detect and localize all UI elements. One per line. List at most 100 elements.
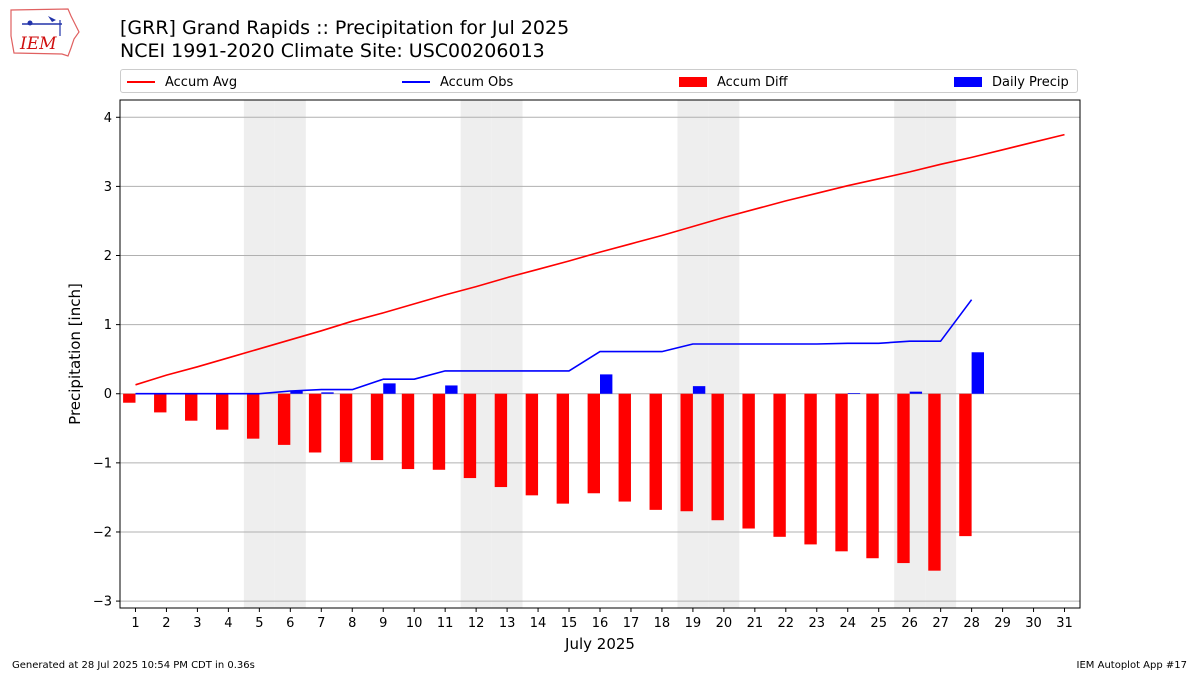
iowa-outline-icon xyxy=(10,8,80,57)
daily-precip-bar-day-6 xyxy=(290,390,303,394)
x-tick-label: 5 xyxy=(255,616,263,631)
x-tick-label: 20 xyxy=(716,616,733,631)
y-axis-label: Precipitation [inch] xyxy=(66,283,84,425)
accum-diff-bar-day-21 xyxy=(742,393,755,529)
accum-diff-bar-day-1 xyxy=(123,393,136,403)
footer-generated: Generated at 28 Jul 2025 10:54 PM CDT in… xyxy=(12,660,255,671)
x-tick-label: 24 xyxy=(839,616,856,631)
x-tick-label: 31 xyxy=(1056,616,1073,631)
daily-precip-bar-day-16 xyxy=(600,374,613,394)
accum-diff-bar-day-6 xyxy=(277,393,291,445)
lines xyxy=(135,133,1065,395)
daily-precip-bar-day-26 xyxy=(909,391,923,394)
legend-swatch-accum-diff xyxy=(679,77,707,87)
x-tick-label: 17 xyxy=(623,616,640,631)
accum-diff-bar-day-24 xyxy=(835,393,848,552)
legend-swatch-daily-precip xyxy=(954,77,982,87)
legend-label-accum-obs: Accum Obs xyxy=(440,74,514,90)
legend-item-accum-diff: Accum Diff xyxy=(679,73,788,91)
x-tick-label: 12 xyxy=(468,616,485,631)
weekend-shade-day-20 xyxy=(708,100,740,608)
x-tick-label: 23 xyxy=(809,616,826,631)
x-tick-label: 1 xyxy=(131,616,139,631)
x-tick-label: 6 xyxy=(286,616,294,631)
accum-diff-bar-day-5 xyxy=(246,393,260,439)
x-tick-label: 2 xyxy=(162,616,170,631)
daily-precip-bar-day-24 xyxy=(847,393,861,394)
x-tick-label: 19 xyxy=(685,616,702,631)
x-tick-label: 26 xyxy=(901,616,918,631)
weekend-shade-day-19 xyxy=(677,100,709,608)
svg-text:IEM: IEM xyxy=(19,34,57,54)
iem-logo: IEM xyxy=(10,8,80,57)
daily-precip-bar-day-9 xyxy=(383,383,396,394)
accum-diff-bar-day-18 xyxy=(649,393,662,510)
accum-diff-bar-day-26 xyxy=(897,393,910,564)
accum-diff-bar-day-12 xyxy=(463,393,477,479)
accum-diff-bar-day-14 xyxy=(525,393,539,496)
accum-diff-bar-day-15 xyxy=(556,393,570,504)
accum-diff-bar-day-7 xyxy=(308,393,322,453)
y-tick-label: 4 xyxy=(104,111,112,126)
accum-diff-bar-day-16 xyxy=(587,393,600,494)
daily-precip-bar-day-7 xyxy=(321,392,334,394)
x-tick-label: 9 xyxy=(379,616,387,631)
x-tick-label: 22 xyxy=(778,616,795,631)
x-tick-label: 3 xyxy=(193,616,201,631)
x-tick-label: 18 xyxy=(654,616,671,631)
legend-swatch-accum-avg xyxy=(127,81,155,83)
y-tick-label: 2 xyxy=(104,249,112,264)
y-tick-label: −1 xyxy=(93,456,112,471)
weekend-shade-day-5 xyxy=(243,100,275,608)
x-tick-label: 10 xyxy=(406,616,423,631)
y-tick-label: −3 xyxy=(93,595,112,610)
x-axis-label: July 2025 xyxy=(564,635,635,653)
accum-diff-bar-day-11 xyxy=(432,393,446,470)
bars xyxy=(123,352,984,571)
accum-diff-bar-day-19 xyxy=(680,393,693,512)
accum-diff-bar-day-10 xyxy=(401,393,415,470)
legend-label-daily-precip: Daily Precip xyxy=(992,74,1069,90)
daily-precip-bar-day-11 xyxy=(445,385,458,394)
accum-diff-bar-day-28 xyxy=(959,393,972,537)
daily-precip-bar-day-28 xyxy=(971,352,984,394)
daily-precip-bar-day-19 xyxy=(692,386,706,394)
accum-diff-bar-day-22 xyxy=(773,393,786,537)
accum-diff-bar-day-4 xyxy=(216,393,229,430)
x-tick-label: 13 xyxy=(499,616,516,631)
x-tick-label: 8 xyxy=(348,616,356,631)
x-tick-label: 16 xyxy=(592,616,609,631)
x-tick-label: 14 xyxy=(530,616,547,631)
accum-diff-bar-day-20 xyxy=(711,393,724,521)
y-tick-label: 0 xyxy=(104,387,112,402)
legend-label-accum-diff: Accum Diff xyxy=(717,74,788,90)
legend-item-accum-avg: Accum Avg xyxy=(127,73,237,91)
legend-item-accum-obs: Accum Obs xyxy=(402,73,513,91)
x-tick-label: 11 xyxy=(437,616,454,631)
accum-avg-line xyxy=(135,133,1065,386)
accum-diff-bar-day-13 xyxy=(494,393,508,488)
weekend-shade-day-13 xyxy=(491,100,523,608)
y-tick-label: −2 xyxy=(93,525,112,540)
accum-diff-bar-day-2 xyxy=(154,393,167,413)
footer-app: IEM Autoplot App #17 xyxy=(1076,660,1187,671)
y-tick-label: 1 xyxy=(104,318,112,333)
y-tick-label: 3 xyxy=(104,180,112,195)
chart-subtitle: NCEI 1991-2020 Climate Site: USC00206013 xyxy=(120,40,545,62)
accum-diff-bar-day-9 xyxy=(370,393,384,461)
accum-diff-bar-day-8 xyxy=(339,393,353,463)
x-tick-label: 30 xyxy=(1025,616,1042,631)
legend-label-accum-avg: Accum Avg xyxy=(165,74,238,90)
chart-title: [GRR] Grand Rapids :: Precipitation for … xyxy=(120,17,570,39)
x-tick-label: 4 xyxy=(224,616,232,631)
legend-swatch-accum-obs xyxy=(402,81,430,83)
x-tick-label: 7 xyxy=(317,616,325,631)
accum-diff-bar-day-17 xyxy=(618,393,631,502)
x-tick-label: 21 xyxy=(747,616,764,631)
accum-diff-bar-day-3 xyxy=(185,393,198,421)
x-tick-label: 28 xyxy=(963,616,980,631)
weekend-shade-day-12 xyxy=(460,100,492,608)
accum-diff-bar-day-23 xyxy=(804,393,817,545)
